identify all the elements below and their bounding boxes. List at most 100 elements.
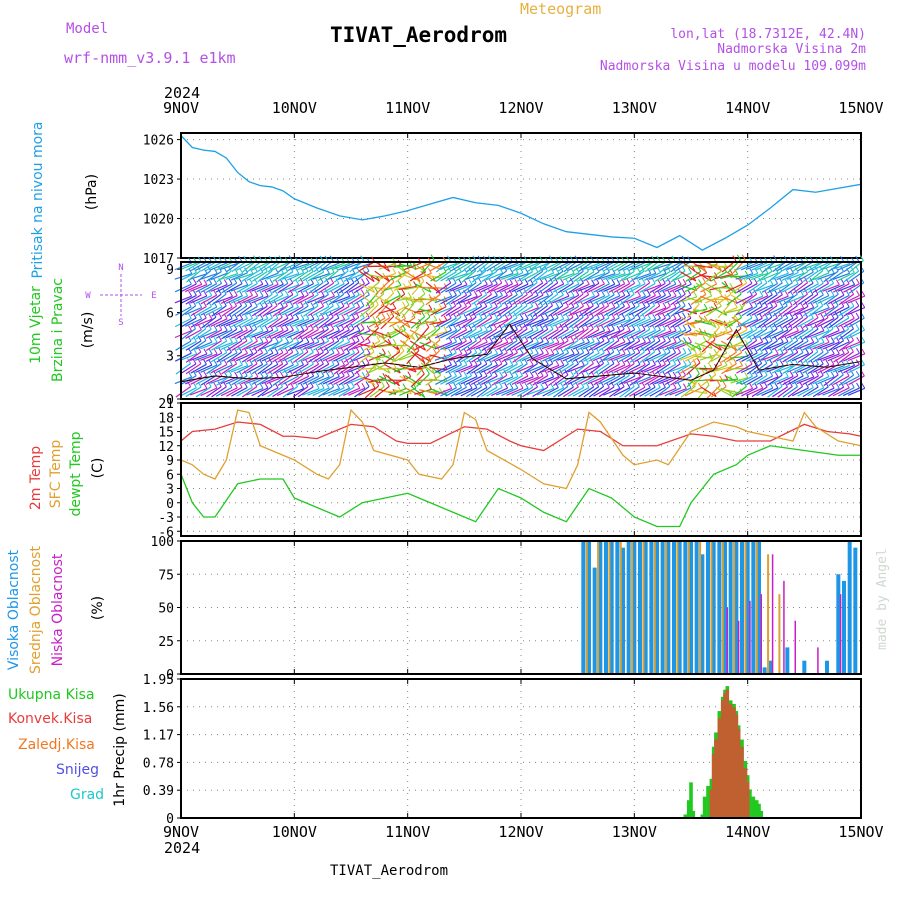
y-tick-label: 75 bbox=[158, 568, 174, 583]
wind-barb-tick bbox=[742, 322, 747, 329]
wind-barb bbox=[608, 294, 626, 305]
wind-barb-tick bbox=[840, 335, 844, 341]
wind-barb-tick bbox=[458, 348, 463, 355]
wind-barb bbox=[471, 317, 487, 329]
wind-barb-tick bbox=[228, 278, 233, 285]
wind-barb-tick bbox=[611, 268, 616, 274]
wind-barb-tick bbox=[213, 256, 217, 262]
wind-barb-tick bbox=[509, 348, 514, 354]
wind-barb bbox=[827, 353, 845, 362]
wind-barb bbox=[843, 270, 859, 283]
wind-barb-tick bbox=[360, 335, 365, 342]
wind-barb-tick bbox=[284, 324, 289, 331]
wind-barb-tick bbox=[430, 254, 435, 260]
wind-barb bbox=[629, 374, 645, 386]
wind-barb bbox=[405, 270, 421, 283]
wind-barb bbox=[542, 329, 559, 340]
wind-barb bbox=[685, 340, 702, 351]
wind-barb-tick bbox=[320, 290, 325, 297]
wind-barb bbox=[526, 329, 544, 339]
wind-barb bbox=[481, 340, 498, 352]
wind-barb-tick bbox=[488, 301, 493, 308]
wind-barb-tick bbox=[360, 300, 365, 306]
wind-barb bbox=[262, 305, 278, 317]
wind-barb bbox=[832, 294, 850, 305]
wind-barb bbox=[735, 375, 753, 385]
wind-barb-tick bbox=[688, 302, 692, 309]
wind-barb-tick bbox=[529, 359, 534, 366]
wind-barb bbox=[439, 262, 458, 270]
wind-barb-tick bbox=[784, 371, 789, 378]
wind-barb-tick bbox=[723, 359, 728, 366]
wind-barb bbox=[210, 318, 228, 327]
wind-barb-tick bbox=[513, 358, 518, 365]
wind-barb bbox=[206, 293, 222, 306]
wind-barb-tick bbox=[769, 370, 774, 377]
wind-barb bbox=[302, 375, 320, 385]
wind-barb-tick bbox=[529, 324, 534, 331]
wind-barb bbox=[470, 330, 488, 339]
wind-barb-tick bbox=[351, 290, 356, 297]
wind-barb bbox=[291, 341, 310, 350]
wind-barb-tick bbox=[534, 324, 539, 331]
wind-barb bbox=[200, 272, 218, 280]
wind-barb bbox=[210, 272, 228, 281]
wind-barb bbox=[282, 375, 299, 385]
wind-barb bbox=[393, 389, 412, 395]
wind-barb bbox=[434, 387, 452, 396]
wind-barb bbox=[297, 270, 314, 282]
wind-barb-tick bbox=[758, 277, 763, 284]
wind-barb bbox=[486, 386, 503, 397]
wind-barb bbox=[429, 331, 448, 338]
wind-barb bbox=[828, 270, 844, 282]
wind-barb bbox=[200, 375, 217, 386]
wind-barb-tick bbox=[380, 381, 385, 387]
wind-barb-tick bbox=[630, 288, 635, 295]
wind-barb-tick bbox=[830, 290, 835, 296]
wind-barb-tick bbox=[243, 255, 248, 262]
wind-barb bbox=[200, 294, 217, 305]
wind-barb bbox=[573, 316, 589, 329]
wind-barb-tick bbox=[759, 290, 764, 297]
wind-barb bbox=[411, 304, 425, 318]
wind-barb bbox=[179, 353, 197, 362]
wind-barb bbox=[659, 341, 677, 350]
wind-barb-tick bbox=[259, 337, 264, 343]
wind-barb bbox=[450, 261, 467, 272]
y-tick-label: 1020 bbox=[143, 213, 174, 228]
wind-barb bbox=[689, 389, 708, 395]
wind-barb bbox=[373, 355, 392, 360]
wind-barb bbox=[777, 340, 793, 352]
wind-barb bbox=[578, 362, 594, 375]
wind-barb bbox=[481, 386, 498, 397]
wind-barb bbox=[694, 295, 712, 304]
wind-barb bbox=[521, 341, 539, 350]
wind-barb bbox=[276, 387, 294, 397]
wind-barb bbox=[568, 282, 584, 294]
wind-barb-tick bbox=[421, 311, 426, 317]
wind-barb bbox=[572, 283, 590, 293]
wind-barb bbox=[552, 271, 569, 282]
wind-barb bbox=[537, 363, 554, 375]
wind-barb-tick bbox=[519, 382, 524, 389]
wind-barb bbox=[318, 316, 334, 329]
wind-barb-tick bbox=[436, 334, 441, 341]
wind-barb bbox=[277, 340, 294, 351]
x-tick-label-top: 10NOV bbox=[272, 99, 317, 117]
wind-barb bbox=[557, 282, 574, 294]
wind-barb bbox=[731, 316, 747, 329]
wind-barb-tick bbox=[596, 360, 601, 366]
wind-barb bbox=[772, 351, 788, 363]
wind-barb bbox=[817, 282, 834, 294]
wind-barb-tick bbox=[513, 312, 518, 318]
wind-barb bbox=[638, 329, 656, 339]
wind-barb bbox=[792, 293, 808, 306]
wind-barb-tick bbox=[539, 256, 544, 262]
wind-barb bbox=[843, 328, 860, 340]
wind-barb bbox=[195, 341, 213, 350]
wind-barb bbox=[455, 340, 473, 351]
wind-barb bbox=[328, 305, 345, 317]
wind-barb bbox=[180, 294, 197, 305]
wind-barb bbox=[587, 272, 606, 280]
wind-barb bbox=[174, 330, 192, 339]
